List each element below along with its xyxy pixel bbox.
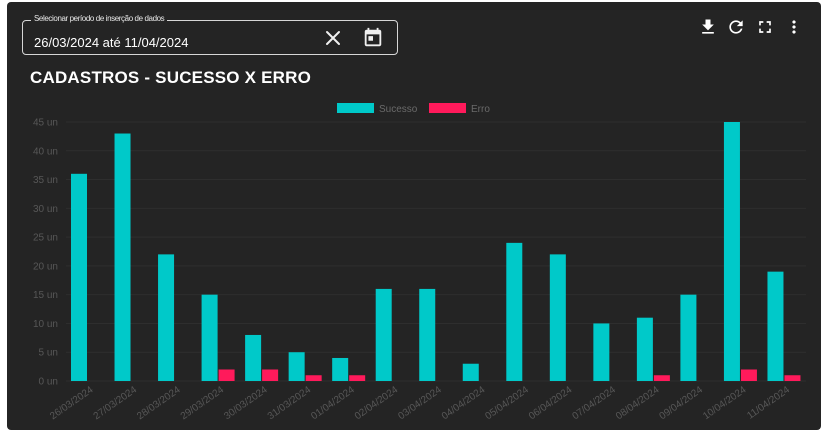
x-tick-label: 08/04/2024	[614, 384, 662, 422]
x-tick-label: 02/04/2024	[353, 384, 401, 422]
x-tick-label: 03/04/2024	[396, 384, 444, 422]
x-tick-label: 04/04/2024	[440, 384, 488, 422]
bar-sucesso[interactable]	[158, 254, 175, 381]
bar-sucesso[interactable]	[680, 294, 697, 381]
x-tick-label: 30/03/2024	[222, 384, 270, 422]
y-tick-label: 20 un	[33, 261, 58, 272]
y-tick-label: 10 un	[33, 319, 58, 330]
bar-erro[interactable]	[784, 375, 801, 381]
x-tick-label: 11/04/2024	[745, 384, 792, 422]
y-tick-label: 25 un	[33, 233, 58, 244]
bar-sucesso[interactable]	[245, 334, 262, 381]
bar-sucesso[interactable]	[506, 242, 523, 381]
y-tick-label: 30 un	[33, 204, 58, 215]
legend-label-sucesso[interactable]: Sucesso	[379, 104, 418, 115]
chart-title: CADASTROS - SUCESSO X ERRO	[30, 68, 312, 87]
bar-erro[interactable]	[349, 375, 366, 381]
y-tick-label: 0 un	[39, 377, 58, 388]
y-tick-label: 45 un	[33, 118, 58, 129]
date-range-field[interactable]: Selecionar período de inserção de dados …	[22, 13, 398, 55]
refresh-icon[interactable]	[726, 17, 746, 37]
y-tick-label: 40 un	[33, 146, 58, 157]
bar-sucesso[interactable]	[767, 271, 784, 381]
legend-label-erro[interactable]: Erro	[471, 104, 490, 115]
bar-sucesso[interactable]	[201, 294, 218, 381]
bar-sucesso[interactable]	[71, 173, 87, 381]
bar-erro[interactable]	[218, 369, 235, 381]
bar-sucesso[interactable]	[549, 254, 566, 381]
calendar-icon[interactable]	[362, 27, 384, 49]
y-tick-label: 5 un	[39, 348, 58, 359]
legend-swatch-erro[interactable]	[429, 103, 466, 113]
bar-erro[interactable]	[262, 369, 279, 381]
x-tick-label: 09/04/2024	[658, 384, 706, 422]
bar-sucesso[interactable]	[593, 323, 610, 381]
bar-sucesso[interactable]	[332, 357, 349, 381]
x-tick-label: 26/03/2024	[48, 384, 96, 422]
x-tick-label: 06/04/2024	[527, 384, 575, 422]
bar-sucesso[interactable]	[636, 317, 653, 381]
x-tick-label: 31/03/2024	[266, 384, 314, 422]
bar-erro[interactable]	[653, 375, 670, 381]
date-range-value[interactable]: 26/03/2024 até 11/04/2024	[34, 35, 189, 50]
bar-sucesso[interactable]	[462, 363, 479, 381]
clear-icon[interactable]	[323, 28, 343, 48]
bar-sucesso[interactable]	[723, 122, 740, 381]
bar-sucesso[interactable]	[114, 133, 131, 381]
x-tick-label: 28/03/2024	[135, 384, 183, 422]
bar-erro[interactable]	[305, 375, 322, 381]
fullscreen-icon[interactable]	[755, 17, 775, 37]
x-tick-label: 29/03/2024	[179, 384, 227, 422]
bar-sucesso[interactable]	[288, 352, 305, 381]
x-tick-label: 07/04/2024	[571, 384, 619, 422]
more-vert-icon[interactable]	[784, 17, 804, 37]
x-tick-label: 01/04/2024	[309, 384, 357, 422]
x-tick-label: 10/04/2024	[701, 384, 749, 422]
bar-sucesso[interactable]	[419, 288, 436, 381]
x-tick-label: 27/03/2024	[92, 384, 140, 422]
bar-sucesso[interactable]	[375, 288, 392, 381]
x-tick-label: 05/04/2024	[483, 384, 531, 422]
y-tick-label: 35 un	[33, 175, 58, 186]
y-tick-label: 15 un	[33, 290, 58, 301]
bar-erro[interactable]	[740, 369, 757, 381]
download-icon[interactable]	[698, 17, 718, 37]
legend-swatch-sucesso[interactable]	[337, 103, 374, 113]
date-range-label: Selecionar período de inserção de dados	[31, 13, 168, 25]
